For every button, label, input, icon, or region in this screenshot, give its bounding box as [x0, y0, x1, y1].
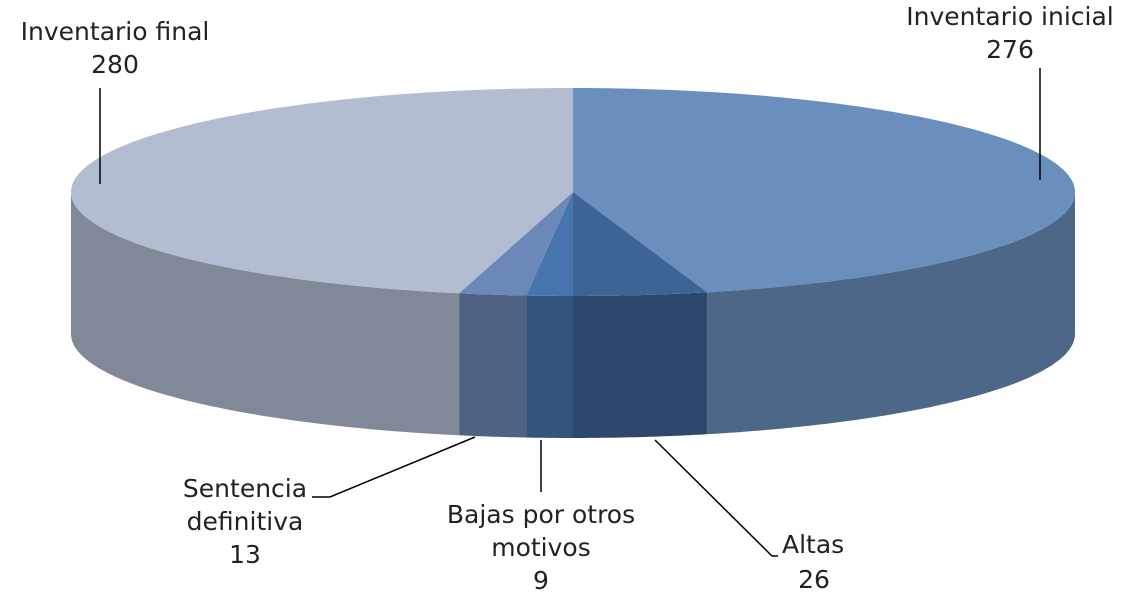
leader-line	[312, 436, 476, 498]
label-line: definitiva	[187, 507, 304, 536]
slice-side	[707, 192, 1075, 435]
value-label: 9	[533, 566, 549, 595]
slice-side	[71, 192, 460, 436]
slice-top	[526, 192, 573, 296]
slice-top	[459, 192, 573, 296]
label-line: Bajas por otros	[447, 500, 635, 529]
value-label: 276	[986, 35, 1034, 64]
slice-label: Inventario inicial	[906, 2, 1114, 31]
slice-top	[71, 88, 573, 294]
label-line: Inventario inicial	[906, 2, 1114, 31]
slice-side	[573, 292, 708, 438]
value-label: 13	[229, 540, 261, 569]
slice-top	[573, 192, 708, 296]
slice-top	[573, 88, 1075, 293]
slice-label: Altas	[782, 530, 844, 559]
label-line: Sentencia	[183, 474, 307, 503]
slice-label: Inventario final	[21, 17, 210, 46]
slice-label: Sentencia definitiva	[183, 474, 307, 536]
label-line: Inventario final	[21, 17, 210, 46]
slice-side	[526, 295, 573, 438]
slice-label: Bajas por otros motivos	[447, 500, 635, 562]
value-label: 26	[798, 565, 830, 594]
value-label: 280	[91, 50, 139, 79]
label-line: motivos	[491, 533, 591, 562]
leader-line	[654, 439, 778, 557]
label-line: Altas	[782, 530, 844, 559]
slice-side	[459, 293, 527, 438]
